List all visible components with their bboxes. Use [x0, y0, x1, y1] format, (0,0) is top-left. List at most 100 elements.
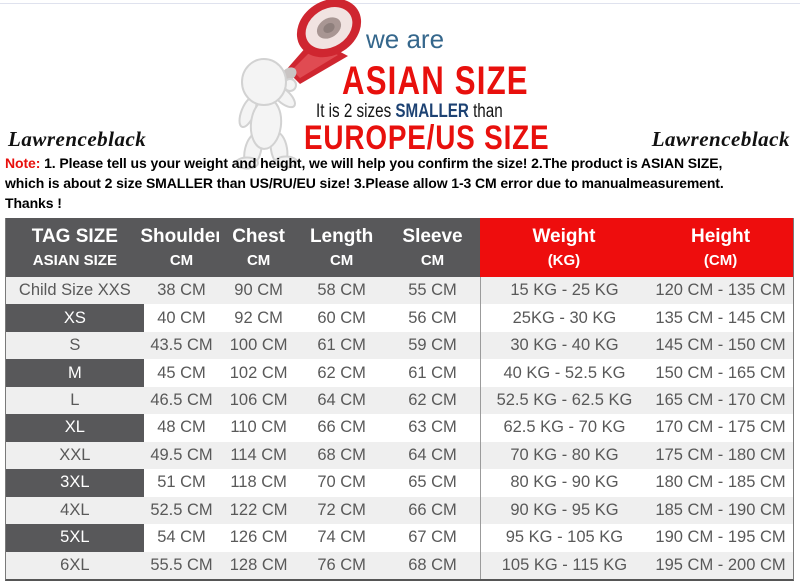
sleeve-cell: 59 CM [408, 336, 457, 355]
weight-cell: 105 KG - 115 KG [479, 551, 648, 579]
shoulder-cell: 54 CM [157, 528, 206, 547]
length-cell: 64 CM [317, 391, 366, 410]
height-cell: 120 CM - 135 CM [655, 281, 786, 300]
table-row: XS 40 CM 92 CM 60 CM 56 CM 25KG - 30 KG … [6, 304, 793, 332]
note-label: Note: [5, 155, 41, 171]
header-shoulder-line1: Shoulder [140, 226, 223, 247]
chest-cell: 102 CM [229, 363, 288, 382]
header-weight: Weight (KG) [479, 218, 649, 277]
megaphone-person-illustration [226, 0, 376, 170]
note-line-3: Thanks ! [5, 195, 62, 211]
height-cell: 170 CM - 175 CM [655, 418, 786, 437]
length-cell: 72 CM [317, 500, 366, 519]
brand-name-left: Lawrenceblack [8, 127, 147, 151]
size-cell: 3XL [6, 469, 144, 497]
note-text: Note: 1. Please tell us your weight and … [5, 153, 800, 213]
height-cell: 190 CM - 195 CM [655, 528, 786, 547]
weight-cell: 95 KG - 105 KG [479, 524, 648, 552]
height-cell: 165 CM - 170 CM [655, 391, 786, 410]
banner-smaller-line: It is 2 sizes SMALLER than [316, 101, 503, 123]
length-cell: 68 CM [317, 445, 366, 464]
length-cell: 66 CM [317, 418, 366, 437]
table-row: XXL 49.5 CM 114 CM 68 CM 64 CM 70 KG - 8… [6, 441, 793, 470]
header-weight-line1: Weight [532, 226, 596, 247]
banner-we-are: we are [366, 24, 445, 54]
header-tag-size-line1: TAG SIZE [31, 226, 118, 247]
sleeve-cell: 68 CM [408, 555, 457, 574]
sleeve-cell: 64 CM [408, 445, 457, 464]
shoulder-cell: 51 CM [157, 473, 206, 492]
table-body: Child Size XXS 38 CM 90 CM 58 CM 55 CM 1… [6, 277, 793, 579]
size-cell: XXL [59, 445, 91, 464]
megaphone-person-icon [235, 0, 362, 170]
weight-cell: 90 KG - 95 KG [479, 496, 648, 525]
chest-cell: 106 CM [229, 391, 288, 410]
header-tag-size: TAG SIZE ASIAN SIZE [6, 218, 144, 277]
shoulder-cell: 43.5 CM [150, 336, 213, 355]
sleeve-cell: 67 CM [408, 528, 457, 547]
note-line-1: Note: 1. Please tell us your weight and … [5, 153, 800, 173]
header-height-line2: (CM) [703, 252, 738, 269]
size-cell: L [70, 391, 80, 410]
size-cell: M [6, 359, 144, 387]
height-cell: 135 CM - 145 CM [655, 308, 786, 327]
shoulder-cell: 55.5 CM [150, 555, 213, 574]
weight-cell: 80 KG - 90 KG [479, 469, 648, 497]
table-row: 3XL 51 CM 118 CM 70 CM 65 CM 80 KG - 90 … [6, 469, 793, 497]
shoulder-cell: 49.5 CM [150, 445, 213, 464]
chest-cell: 110 CM [230, 418, 287, 437]
weight-cell: 40 KG - 52.5 KG [479, 359, 648, 387]
weight-cell: 15 KG - 25 KG [479, 277, 648, 305]
sleeve-cell: 61 CM [408, 363, 457, 382]
length-cell: 58 CM [317, 281, 366, 300]
header-chest-line1: Chest [232, 226, 285, 247]
height-cell: 150 CM - 165 CM [655, 363, 786, 382]
table-row: S 43.5 CM 100 CM 61 CM 59 CM 30 KG - 40 … [6, 331, 793, 360]
length-cell: 61 CM [317, 336, 366, 355]
sleeve-cell: 55 CM [408, 281, 457, 300]
table-row: 4XL 52.5 CM 122 CM 72 CM 66 CM 90 KG - 9… [6, 496, 793, 525]
shoulder-cell: 52.5 CM [150, 500, 213, 519]
header-chest: Chest CM [219, 218, 298, 277]
sleeve-cell: 65 CM [408, 473, 457, 492]
table-row: XL 48 CM 110 CM 66 CM 63 CM 62.5 KG - 70… [6, 414, 793, 442]
chest-cell: 92 CM [234, 308, 283, 327]
sleeve-cell: 62 CM [408, 391, 457, 410]
weight-cell: 52.5 KG - 62.5 KG [479, 386, 648, 415]
chest-cell: 114 CM [230, 445, 287, 464]
header-shoulder-line2: CM [169, 252, 194, 269]
sleeve-cell: 56 CM [408, 308, 457, 327]
size-cell: 5XL [6, 524, 144, 552]
chest-cell: 126 CM [229, 528, 288, 547]
header-height-line1: Height [690, 226, 751, 247]
sleeve-cell: 63 CM [408, 418, 457, 437]
weight-cell: 62.5 KG - 70 KG [479, 414, 648, 442]
chest-cell: 90 CM [234, 281, 283, 300]
size-table: TAG SIZE ASIAN SIZE Shoulder CM Chest CM… [5, 218, 794, 581]
chest-cell: 122 CM [229, 500, 288, 519]
size-cell: S [69, 336, 81, 355]
brand-name-right: Lawrenceblack [651, 127, 790, 151]
table-row: Child Size XXS 38 CM 90 CM 58 CM 55 CM 1… [6, 277, 793, 305]
header-sleeve-line2: CM [420, 252, 445, 269]
table-row: 5XL 54 CM 126 CM 74 CM 67 CM 95 KG - 105… [6, 524, 793, 552]
size-cell: XL [6, 414, 144, 442]
length-cell: 70 CM [317, 473, 366, 492]
size-cell: 6XL [60, 555, 90, 574]
length-cell: 74 CM [317, 528, 366, 547]
note-line-2: which is about 2 size SMALLER than US/RU… [5, 175, 724, 191]
header-length: Length CM [297, 218, 386, 277]
length-cell: 62 CM [317, 363, 366, 382]
top-divider-line [0, 3, 800, 4]
header-length-line1: Length [309, 226, 374, 247]
smaller-word: SMALLER [395, 101, 469, 122]
chest-cell: 128 CM [229, 555, 288, 574]
header-sleeve-line1: Sleeve [402, 226, 463, 247]
weight-cell: 30 KG - 40 KG [479, 331, 648, 360]
weight-cell: 25KG - 30 KG [479, 304, 648, 332]
header-length-line2: CM [329, 252, 354, 269]
size-cell: XS [6, 304, 144, 332]
header-shoulder: Shoulder CM [140, 218, 223, 277]
table-header: TAG SIZE ASIAN SIZE Shoulder CM Chest CM… [6, 218, 793, 277]
